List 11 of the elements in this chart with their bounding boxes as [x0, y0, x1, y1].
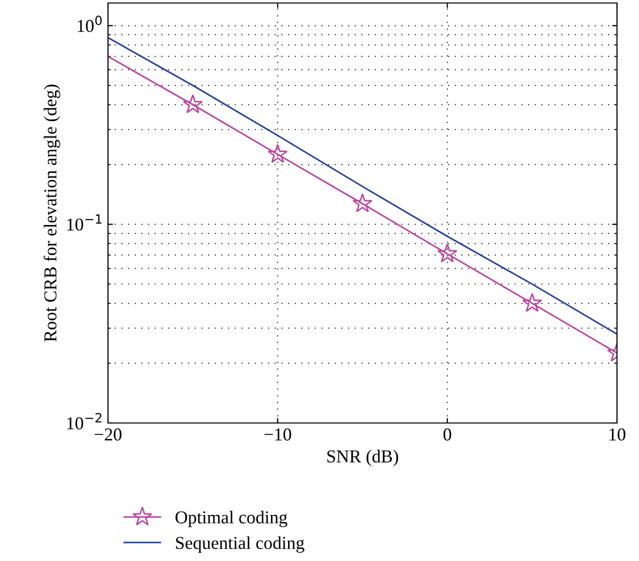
- x-tick-label: −10: [264, 428, 292, 441]
- legend-label: Sequential coding: [176, 536, 304, 553]
- x-tick-label: 0: [444, 428, 452, 441]
- x-tick-label: 10: [610, 428, 626, 441]
- y-tick-label: 10$^{−2}$: [67, 412, 102, 430]
- x-axis-title: SNR (dB): [327, 450, 398, 466]
- y-axis-title: Root CRB for elevation angle (deg): [44, 84, 60, 342]
- x-tick-label: −20: [94, 428, 122, 441]
- y-tick-label: 10$^{−1}$: [67, 214, 102, 231]
- legend-label: Optimal coding: [176, 510, 288, 528]
- y-tick-label: 10$^{0}$: [78, 16, 102, 32]
